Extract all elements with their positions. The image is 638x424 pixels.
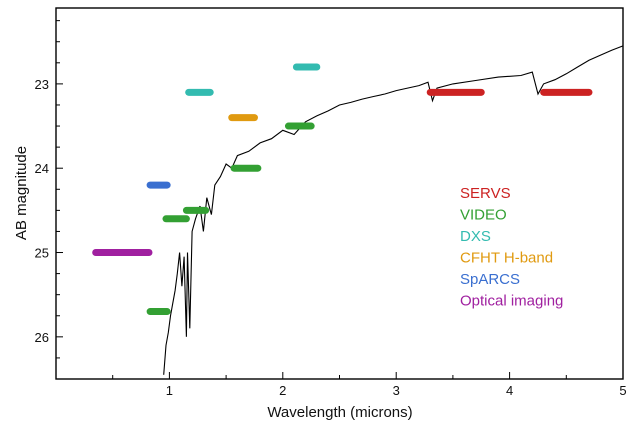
plot-frame (55, 7, 624, 380)
spectrum-line (163, 45, 624, 375)
legend-sparcs: SpARCS (460, 271, 520, 288)
legend-video: VIDEO (460, 207, 507, 224)
y-axis-title: AB magnitude (13, 146, 30, 240)
legend: SERVS VIDEO DXS CFHT H-band SpARCS Optical im… (460, 185, 563, 310)
bandpass-bars (92, 63, 593, 316)
x-tick-label: 3 (393, 383, 400, 398)
legend-cfht-h-band: CFHT H-band (460, 250, 553, 267)
legend-dxs: DXS (460, 228, 491, 245)
y-tick-label: 24 (35, 161, 49, 176)
legend-servs: SERVS (460, 185, 511, 202)
x-tick-label: 1 (166, 383, 173, 398)
x-tick-label: 5 (619, 383, 626, 398)
x-axis-title: Wavelength (microns) (267, 404, 412, 421)
y-tick-label: 25 (35, 246, 49, 261)
x-tick-label: 2 (279, 383, 286, 398)
y-axis-ticks: 23 24 25 26 (35, 20, 63, 380)
x-tick-label: 4 (506, 383, 513, 398)
x-axis-ticks: 1 2 3 4 5 (112, 372, 627, 398)
y-tick-label: 23 (35, 77, 49, 92)
y-tick-label: 26 (35, 330, 49, 345)
legend-optical-imaging: Optical imaging (460, 293, 563, 310)
